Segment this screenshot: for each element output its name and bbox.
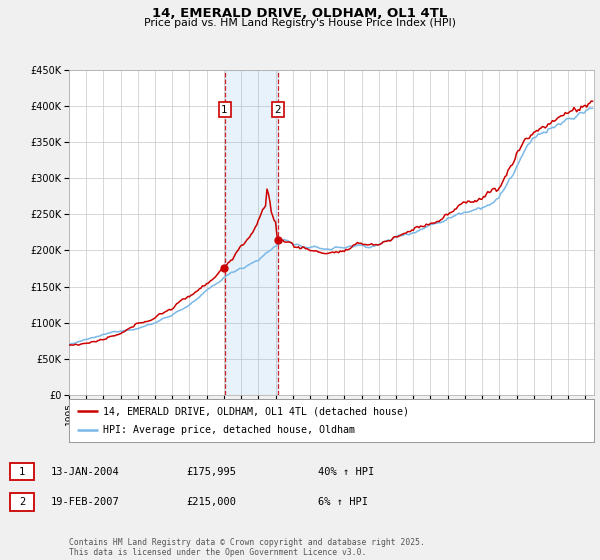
- Bar: [224, 70, 278, 395]
- Text: 6% ↑ HPI: 6% ↑ HPI: [318, 497, 368, 507]
- Text: Contains HM Land Registry data © Crown copyright and database right 2025.
This d: Contains HM Land Registry data © Crown c…: [69, 538, 425, 557]
- Text: 19-FEB-2007: 19-FEB-2007: [51, 497, 120, 507]
- Text: £175,995: £175,995: [186, 466, 236, 477]
- Text: £215,000: £215,000: [186, 497, 236, 507]
- Text: 14, EMERALD DRIVE, OLDHAM, OL1 4TL (detached house): 14, EMERALD DRIVE, OLDHAM, OL1 4TL (deta…: [103, 407, 409, 416]
- Text: 2: 2: [274, 105, 281, 115]
- Text: 14, EMERALD DRIVE, OLDHAM, OL1 4TL: 14, EMERALD DRIVE, OLDHAM, OL1 4TL: [152, 7, 448, 20]
- Text: 2: 2: [19, 497, 25, 507]
- Text: 13-JAN-2004: 13-JAN-2004: [51, 466, 120, 477]
- Text: HPI: Average price, detached house, Oldham: HPI: Average price, detached house, Oldh…: [103, 426, 355, 435]
- Text: 1: 1: [221, 105, 228, 115]
- Text: 40% ↑ HPI: 40% ↑ HPI: [318, 466, 374, 477]
- Text: 1: 1: [19, 466, 25, 477]
- Text: Price paid vs. HM Land Registry's House Price Index (HPI): Price paid vs. HM Land Registry's House …: [144, 18, 456, 28]
